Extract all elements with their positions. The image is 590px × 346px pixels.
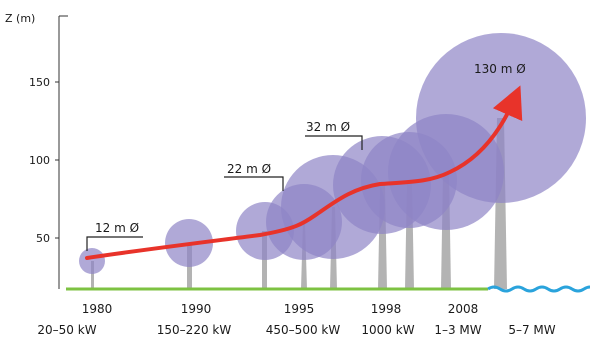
power-label: 450–500 kW: [266, 323, 341, 337]
diameter-leaders: [86, 135, 363, 251]
diameter-label-32m: 32 m Ø: [306, 120, 350, 134]
diameter-label-130m: 130 m Ø: [474, 62, 526, 76]
power-label: 5–7 MW: [508, 323, 555, 337]
year-label: 1980: [82, 302, 113, 316]
y-tick-label: 100: [29, 154, 50, 167]
year-label: 1990: [181, 302, 212, 316]
power-label: 1000 kW: [361, 323, 414, 337]
y-tick-label: 50: [36, 232, 50, 245]
year-label: 1998: [371, 302, 402, 316]
year-label: 1995: [284, 302, 315, 316]
diameter-label-22m: 22 m Ø: [227, 162, 271, 176]
power-label: 20–50 kW: [37, 323, 96, 337]
power-label: 150–220 kW: [157, 323, 232, 337]
tower-1980: [91, 261, 94, 289]
diameter-label-12m: 12 m Ø: [95, 221, 139, 235]
power-label: 1–3 MW: [434, 323, 481, 337]
year-label: 2008: [448, 302, 479, 316]
y-axis-title: Z (m): [5, 12, 35, 25]
y-tick-label: 150: [29, 76, 50, 89]
sea-waves: [487, 285, 590, 293]
tower-1995-a: [262, 231, 267, 289]
y-axis: Z (m) 150 100 50: [5, 12, 68, 289]
growth-trend-arrow: [85, 85, 523, 260]
rotor-1980: [79, 248, 105, 274]
